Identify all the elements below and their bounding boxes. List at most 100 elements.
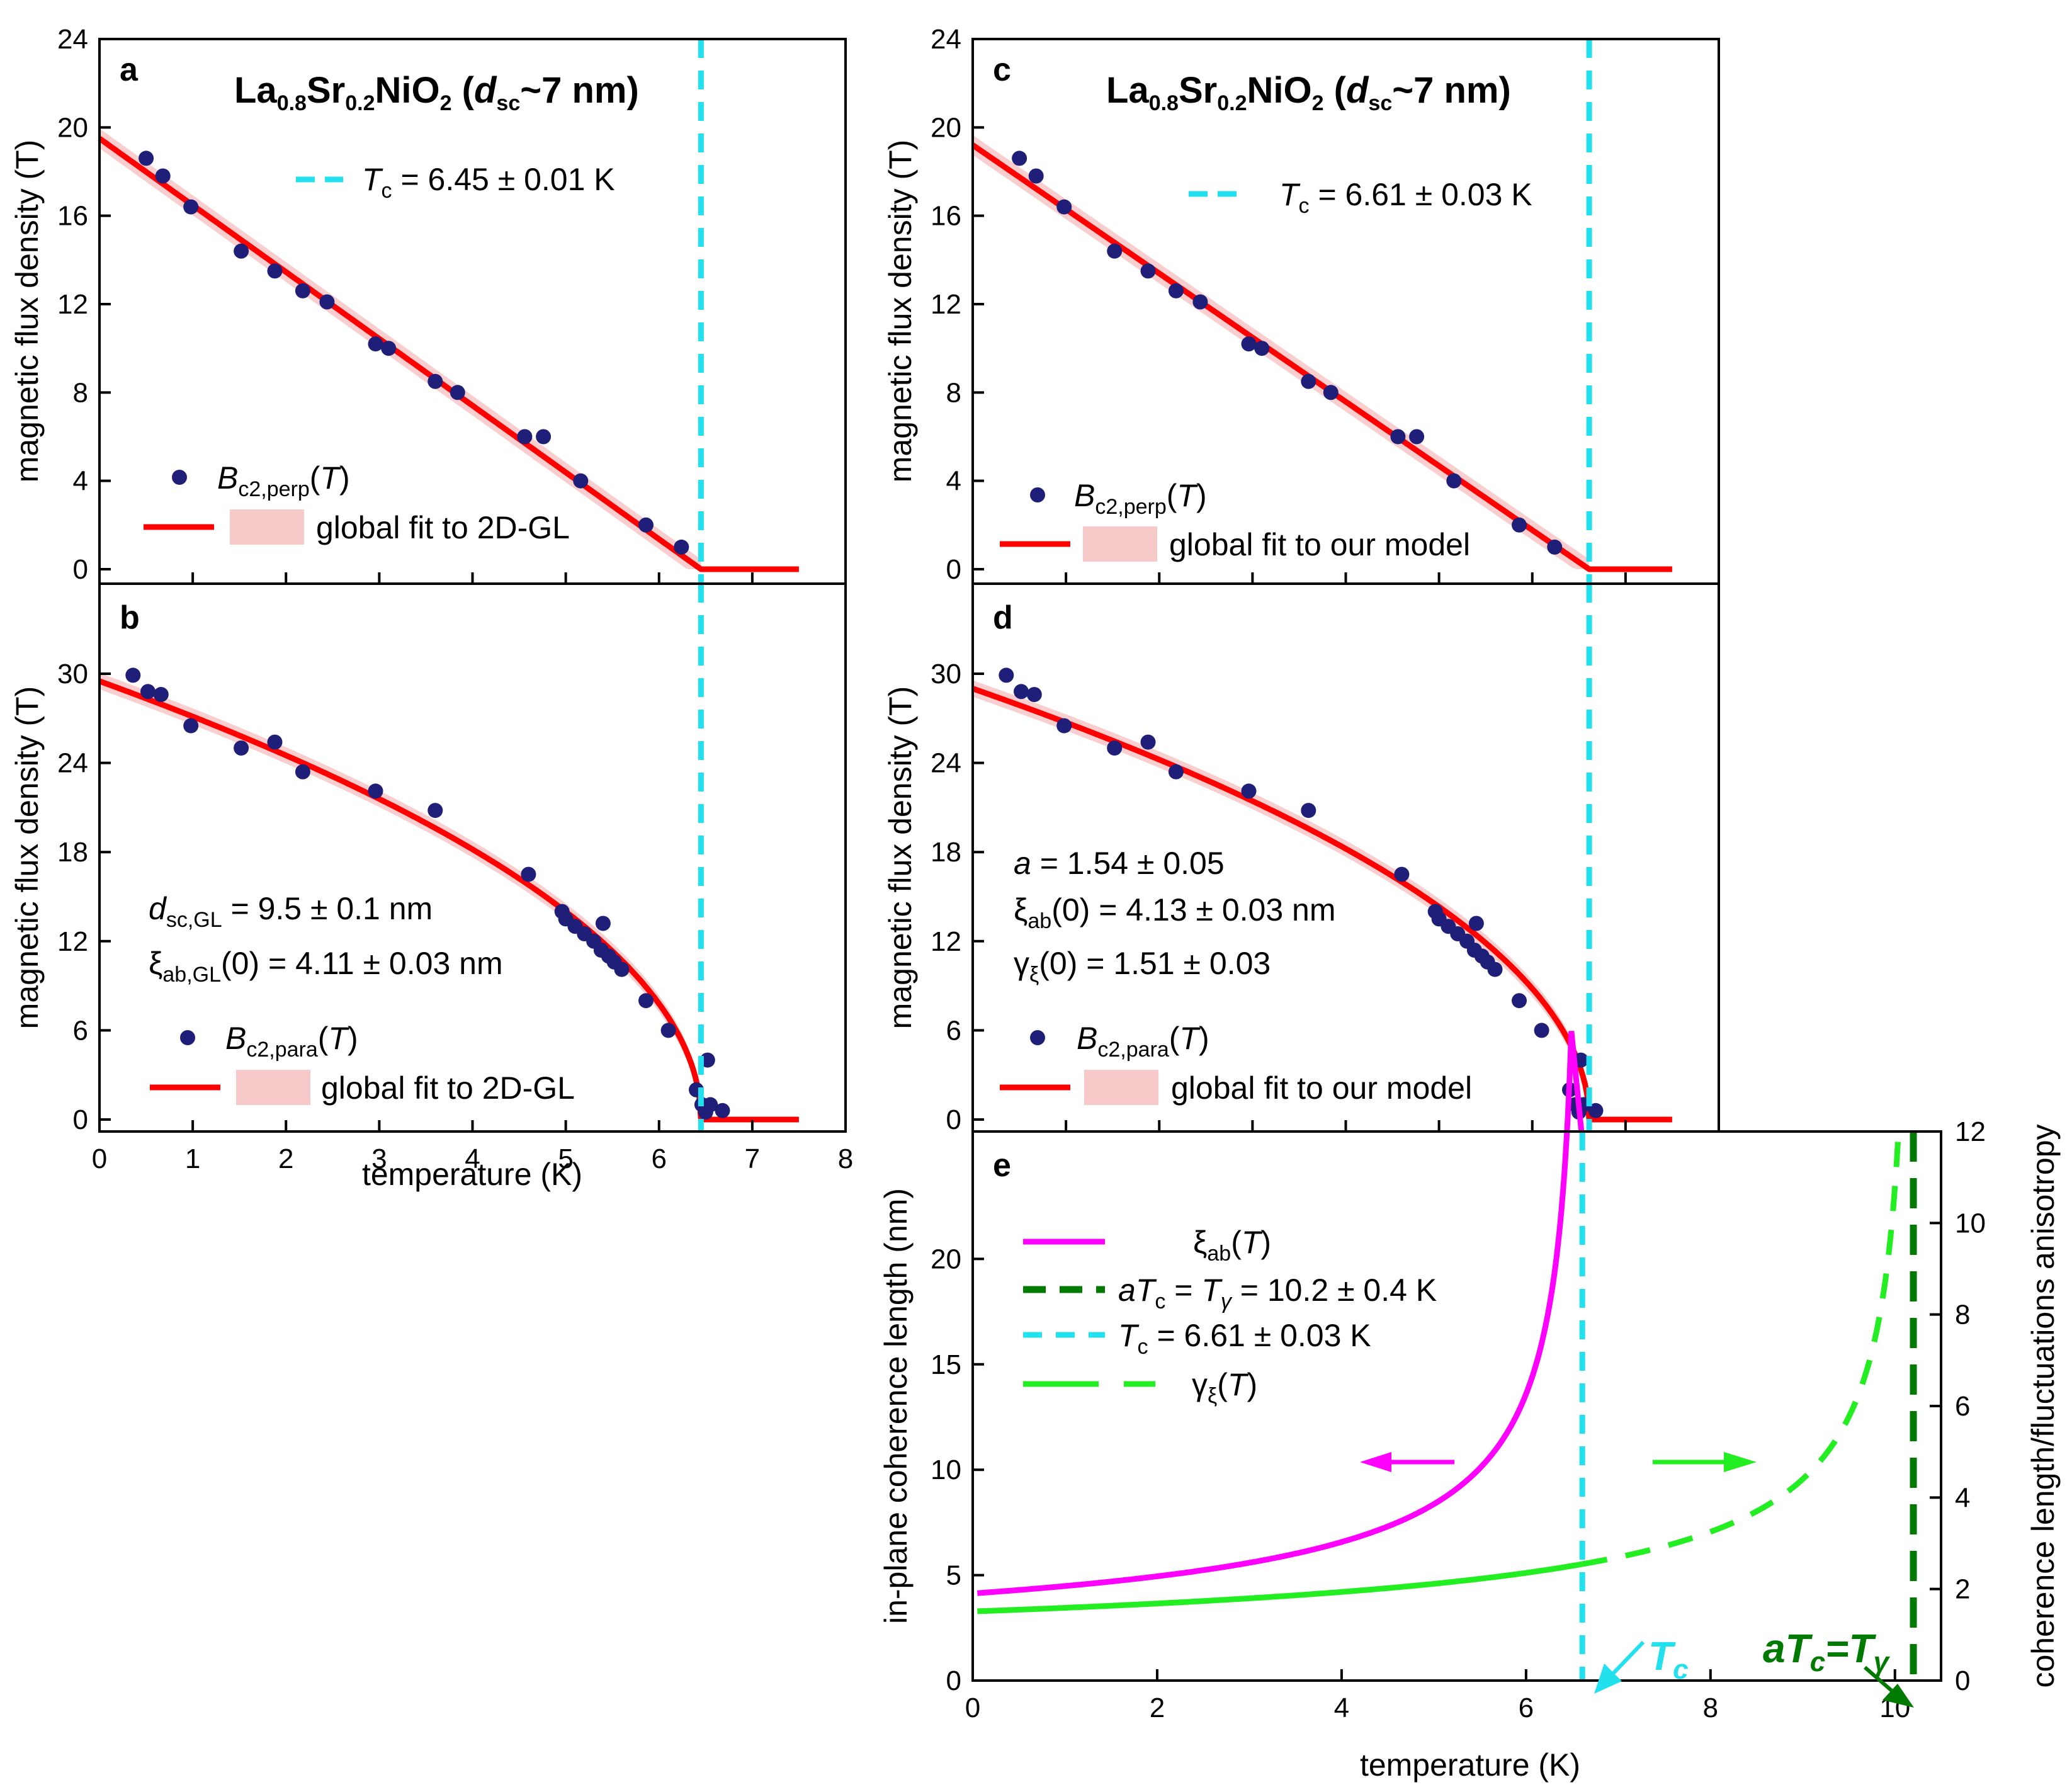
data-point (999, 667, 1014, 683)
x-tick-label: 6 (1519, 1693, 1534, 1723)
data-point (614, 961, 630, 977)
data-point (319, 294, 335, 310)
y-tick-label: 6 (73, 1015, 88, 1046)
data-point (381, 341, 397, 356)
y-tick-label: 8 (73, 377, 88, 408)
fit-curve (971, 142, 1672, 572)
y-tick-label-left: 20 (931, 1244, 961, 1274)
data-point (140, 684, 156, 700)
annotation-xi: ξab,GL(0) = 4.11 ± 0.03 nm (149, 946, 503, 987)
legend-d: a = 1.54 ± 0.05 ξab(0) = 4.13 ± 0.03 nm … (1000, 846, 1472, 1106)
legend-c: Tc = 6.61 ± 0.03 K Bc2,perp(T) global fi… (1000, 177, 1532, 562)
data-point (1241, 336, 1257, 352)
data-point (1547, 539, 1563, 555)
legend-tc-label: Tc = 6.61 ± 0.03 K (1279, 177, 1532, 218)
data-point (1254, 341, 1270, 356)
xlabel-e: temperature (K) (1360, 1747, 1580, 1783)
data-point (427, 803, 443, 819)
data-point (1026, 687, 1042, 702)
data-point (1056, 718, 1072, 734)
data-point (638, 517, 654, 533)
title-c: La0.8Sr0.2NiO2 (dsc~7 nm) (1106, 70, 1511, 115)
y-tick-label: 16 (57, 201, 88, 232)
data-point (573, 473, 589, 489)
x-tick-label: 8 (1703, 1693, 1718, 1723)
annotation-a: a = 1.54 ± 0.05 (1014, 846, 1225, 881)
frame-e (971, 1130, 1942, 1682)
legend-band (236, 1070, 310, 1105)
agamma-annotation: aTc=Tγ (1763, 1626, 1891, 1677)
x-tick-label: 0 (965, 1693, 980, 1723)
gamma-curve-dashed (1582, 1131, 1901, 1567)
legend-band (1084, 1070, 1158, 1105)
y-tick-label-right: 0 (1955, 1665, 1970, 1696)
legend-points-label: Bc2,perp(T) (1074, 478, 1207, 519)
y-tick-label: 0 (946, 1104, 961, 1135)
data-point (1056, 199, 1072, 215)
axis-arrow-right (1653, 1452, 1757, 1472)
data-point (1168, 283, 1184, 298)
x-tick-label: 4 (465, 1143, 480, 1174)
y-tick-label-left: 10 (931, 1455, 961, 1485)
x-tick-label: 3 (371, 1143, 387, 1174)
y-tick-label-right: 2 (1955, 1574, 1970, 1605)
y-tick-label: 12 (57, 289, 88, 320)
data-point (234, 740, 249, 756)
legend-fit-label: global fit to 2D-GL (321, 1070, 575, 1106)
panel-label-e: e (993, 1147, 1011, 1184)
data-point (638, 993, 654, 1009)
ylabel-e-right: coherence length/fluctuations anisotropy (2025, 1124, 2061, 1687)
legend-gamma-label: γξ(T) (1192, 1367, 1257, 1408)
fit-curve (98, 136, 799, 572)
legend-e: ξab(T) aTc = Tγ = 10.2 ± 0.4 K Tc = 6.61… (1023, 1225, 1437, 1408)
data-point (368, 336, 383, 352)
panel-label-c: c (993, 52, 1011, 88)
data-point (715, 1103, 730, 1118)
data-point (1301, 803, 1316, 819)
panel-label-b: b (120, 599, 140, 636)
data-point (1394, 866, 1410, 882)
ylabel-a: magnetic flux density (T) (9, 140, 45, 483)
annotation-gamma: γξ(0) = 1.51 ± 0.03 (1014, 946, 1271, 987)
data-point (1487, 961, 1503, 977)
data-point (1107, 740, 1123, 756)
data-point (1446, 473, 1462, 489)
y-tick-label-right: 12 (1955, 1116, 1986, 1147)
tc-annotation-arrow (1594, 1640, 1645, 1694)
data-point (1140, 263, 1156, 279)
x-tick-label: 6 (652, 1143, 667, 1174)
data-point (703, 1097, 718, 1113)
agamma-annotation-arrow (1864, 1665, 1914, 1708)
panel-label-d: d (993, 599, 1013, 636)
data-point (1014, 684, 1029, 700)
legend-xi-label: ξab(T) (1193, 1225, 1271, 1266)
data-point (536, 429, 552, 445)
legend-points-label: Bc2,para(T) (225, 1021, 358, 1062)
y-tick-label-right: 4 (1955, 1482, 1970, 1513)
y-tick-label: 30 (931, 659, 961, 689)
y-tick-label: 8 (946, 377, 961, 408)
y-tick-label: 24 (931, 24, 961, 55)
data-point (1468, 916, 1484, 931)
x-tick-label: 7 (745, 1143, 760, 1174)
y-tick-label-right: 6 (1955, 1391, 1970, 1422)
data-point (295, 283, 310, 298)
data-point (295, 764, 310, 780)
legend-agamma-label: aTc = Tγ = 10.2 ± 0.4 K (1118, 1273, 1437, 1313)
axis-arrow-left (1360, 1452, 1454, 1472)
data-point (521, 866, 536, 882)
data-point (1192, 294, 1208, 310)
x-tick-label: 2 (1150, 1693, 1165, 1723)
data-point (1168, 764, 1184, 780)
y-tick-label: 4 (73, 466, 88, 497)
data-point (427, 373, 443, 389)
data-point (1012, 150, 1028, 166)
panel-c: 0 4 8 12 16 20 24 (931, 24, 1720, 585)
panel-label-a: a (120, 52, 139, 88)
title-a: La0.8Sr0.2NiO2 (dsc~7 nm) (234, 70, 639, 115)
legend-tc-label: Tc = 6.61 ± 0.03 K (1118, 1318, 1371, 1359)
data-point (1409, 429, 1425, 445)
data-point (153, 687, 169, 702)
